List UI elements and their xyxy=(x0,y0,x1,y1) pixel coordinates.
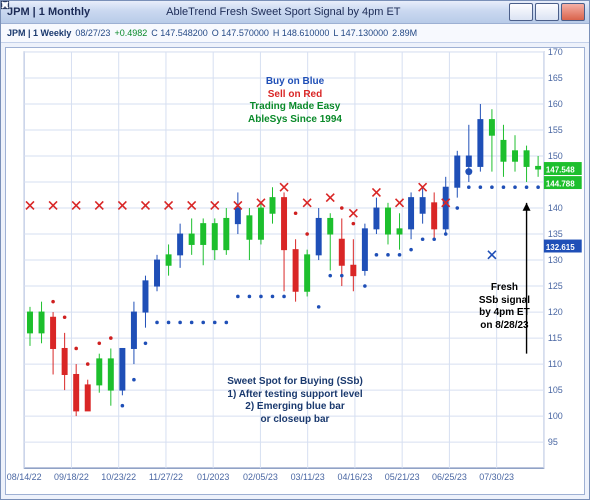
svg-text:03/11/23: 03/11/23 xyxy=(291,472,325,482)
chart-area[interactable]: 9510010511011512012513013514014515015516… xyxy=(5,47,585,495)
svg-text:10/23/22: 10/23/22 xyxy=(101,472,136,482)
svg-text:125: 125 xyxy=(548,281,563,291)
svg-text:150: 150 xyxy=(548,151,563,161)
svg-text:11/27/22: 11/27/22 xyxy=(149,472,183,482)
anno-right: FreshSSb signalby 4pm ETon 8/28/23 xyxy=(479,282,530,332)
svg-text:120: 120 xyxy=(548,307,563,317)
svg-text:05/21/23: 05/21/23 xyxy=(385,472,420,482)
titlebar[interactable]: JPM | 1 Monthly AbleTrend Fresh Sweet Sp… xyxy=(1,1,589,24)
svg-text:147.548: 147.548 xyxy=(546,166,575,175)
svg-text:110: 110 xyxy=(548,359,562,369)
svg-text:135: 135 xyxy=(548,229,563,239)
svg-text:08/14/22: 08/14/22 xyxy=(7,472,42,482)
svg-text:170: 170 xyxy=(548,48,563,57)
svg-text:06/25/23: 06/25/23 xyxy=(432,472,467,482)
svg-text:09/18/22: 09/18/22 xyxy=(54,472,89,482)
svg-text:02/05/23: 02/05/23 xyxy=(243,472,278,482)
svg-text:04/16/23: 04/16/23 xyxy=(338,472,373,482)
anno-top: Buy on BlueSell on RedTrading Made EasyA… xyxy=(6,76,584,126)
svg-text:155: 155 xyxy=(548,125,563,135)
anno-bottom: Sweet Spot for Buying (SSb)1) After test… xyxy=(6,376,584,426)
svg-text:144.788: 144.788 xyxy=(546,180,575,189)
window-buttons xyxy=(509,3,589,21)
svg-text:130: 130 xyxy=(548,255,563,265)
svg-text:140: 140 xyxy=(548,203,563,213)
svg-text:01/2023: 01/2023 xyxy=(197,472,229,482)
svg-text:07/30/23: 07/30/23 xyxy=(479,472,514,482)
svg-text:115: 115 xyxy=(548,333,562,343)
svg-text:95: 95 xyxy=(548,437,558,447)
close-button[interactable] xyxy=(561,3,585,21)
window-frame: JPM | 1 Monthly AbleTrend Fresh Sweet Sp… xyxy=(0,0,590,500)
svg-text:132.615: 132.615 xyxy=(546,243,575,252)
